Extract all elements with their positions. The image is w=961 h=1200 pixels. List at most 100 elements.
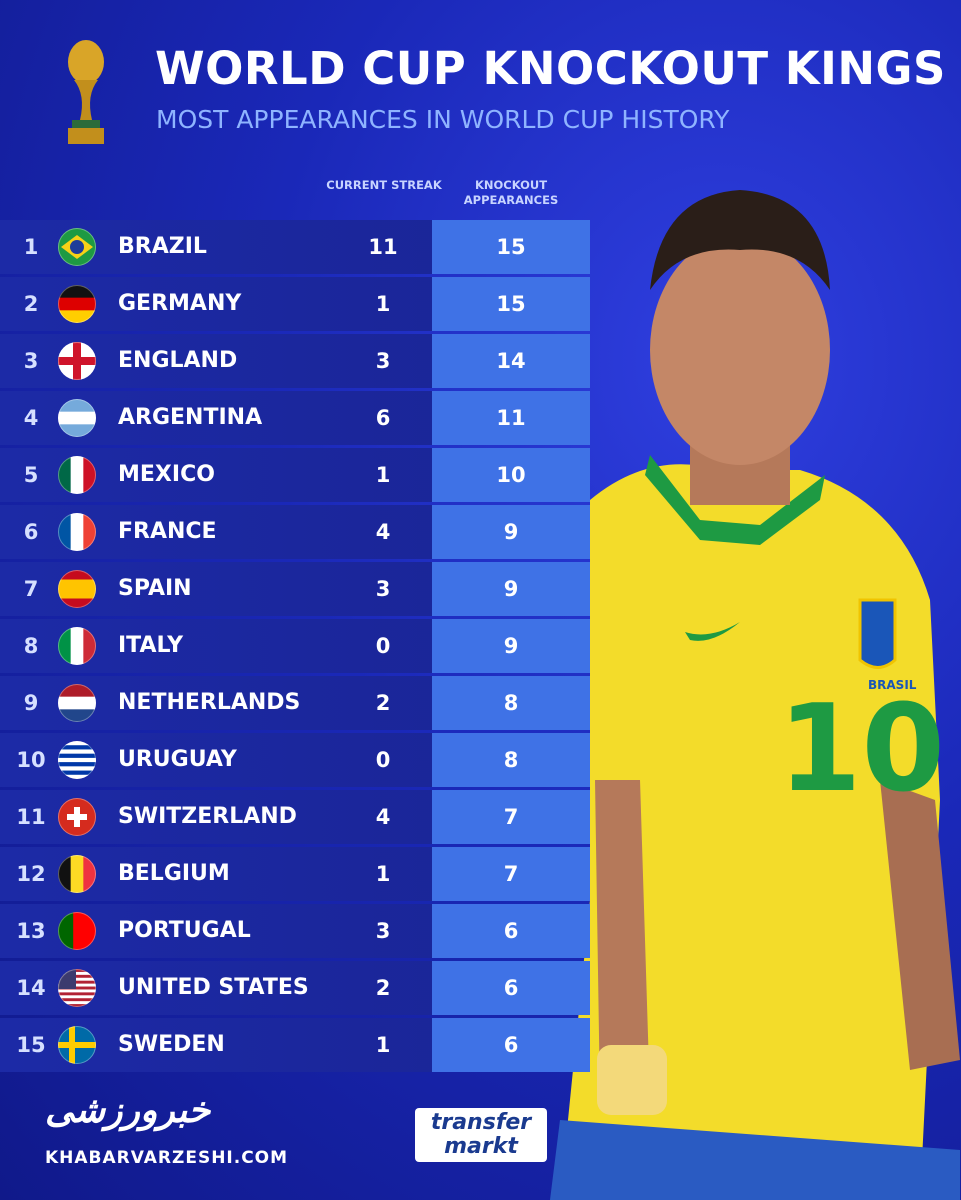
rank: 15 — [16, 1033, 46, 1057]
flag-part — [83, 627, 96, 665]
rank: 14 — [16, 976, 46, 1000]
flag-ring — [58, 741, 96, 779]
flag — [58, 513, 96, 551]
streak: 3 — [375, 577, 391, 601]
flag-part — [58, 749, 96, 755]
flag-body — [58, 627, 96, 665]
country: SPAIN — [118, 576, 192, 601]
flag-part — [58, 766, 96, 772]
flag-part — [58, 456, 72, 494]
flag-body — [58, 285, 96, 323]
appearances: 10 — [432, 448, 590, 502]
rank: 4 — [23, 406, 39, 430]
flag-part — [70, 513, 84, 551]
appearances: 14 — [432, 334, 590, 388]
streak: 2 — [375, 976, 391, 1000]
country: URUGUAY — [118, 747, 237, 772]
streak: 6 — [375, 406, 391, 430]
flag-part — [58, 998, 96, 1002]
column-header: CURRENT STREAK — [326, 178, 442, 192]
rank: 6 — [23, 520, 39, 544]
table-row: 7 SPAIN 3 9 — [0, 562, 590, 616]
flag-part — [58, 980, 96, 985]
streak: 0 — [375, 748, 391, 772]
appearances: 15 — [432, 277, 590, 331]
streak: 1 — [375, 1033, 391, 1057]
streak: 1 — [375, 292, 391, 316]
table-row: 12 BELGIUM 1 7 — [0, 847, 590, 901]
country: BRAZIL — [118, 234, 207, 259]
flag-part — [70, 456, 84, 494]
appearances: 7 — [432, 847, 590, 901]
country: SWEDEN — [118, 1032, 225, 1057]
flag-part — [58, 570, 96, 580]
flag — [58, 855, 96, 893]
flag-part — [58, 912, 74, 950]
flag-part — [58, 424, 96, 437]
rank: 7 — [23, 577, 39, 601]
appearances: 6 — [432, 1018, 590, 1072]
trophy — [68, 40, 104, 144]
flag-ring — [58, 342, 96, 380]
title: WORLD CUP KNOCKOUT KINGS — [155, 42, 946, 95]
table-row: 11 SWITZERLAND 4 7 — [0, 790, 590, 844]
flag-ring — [58, 285, 96, 323]
table-row: 2 GERMANY 1 15 — [0, 277, 590, 331]
flag-part — [58, 745, 96, 750]
rank: 1 — [23, 235, 39, 259]
flag-ring — [58, 228, 96, 266]
appearances: 15 — [432, 220, 590, 274]
table-row: 15 SWEDEN 1 6 — [0, 1018, 590, 1072]
flag-part — [58, 989, 96, 993]
flag-part — [58, 285, 96, 299]
flag-part — [58, 983, 96, 988]
flag-body — [58, 741, 96, 779]
flag-part — [73, 912, 96, 950]
appearances: 8 — [432, 676, 590, 730]
streak: 0 — [375, 634, 391, 658]
rank: 2 — [23, 292, 39, 316]
flag-part — [70, 240, 84, 254]
flag-ring — [58, 684, 96, 722]
flag-body — [58, 456, 96, 494]
flag-body — [58, 855, 96, 893]
rank: 11 — [16, 805, 46, 829]
flag — [58, 342, 96, 380]
flag — [58, 399, 96, 437]
table-row: 5 MEXICO 1 10 — [0, 448, 590, 502]
rank: 3 — [23, 349, 39, 373]
appearances: 6 — [432, 904, 590, 958]
flag-part — [58, 762, 96, 767]
flag-part — [58, 971, 96, 976]
flag — [58, 228, 96, 266]
flag-part — [58, 357, 96, 365]
flag-part — [58, 513, 72, 551]
appearances: 7 — [432, 790, 590, 844]
flag-ring — [58, 1026, 96, 1064]
flag-part — [58, 992, 96, 996]
flag-part — [58, 974, 96, 979]
site-url: KHABARVARZESHI.COM — [45, 1148, 289, 1168]
flag-ring — [58, 969, 96, 1007]
country: UNITED STATES — [118, 975, 309, 1000]
flag-part — [58, 1042, 96, 1048]
flag-part — [58, 696, 96, 710]
flag-body — [58, 228, 96, 266]
table-row: 1 BRAZIL 11 15 — [0, 220, 590, 274]
table-row: 10 URUGUAY 0 8 — [0, 733, 590, 787]
country: MEXICO — [118, 462, 215, 487]
flag-ring — [58, 798, 96, 836]
logo-text: markt — [444, 1134, 518, 1159]
flag-part — [70, 855, 84, 893]
appearances: 9 — [432, 619, 590, 673]
appearances: 6 — [432, 961, 590, 1015]
shirt-number: 10 — [778, 680, 945, 819]
flag — [58, 456, 96, 494]
flag-part — [58, 753, 96, 759]
logo-text: transfer — [430, 1110, 532, 1135]
flag-part — [58, 977, 96, 982]
flag-ring — [58, 456, 96, 494]
table-row: 3 ENGLAND 3 14 — [0, 334, 590, 388]
brand-logo: خبرورزشی — [45, 1090, 211, 1131]
